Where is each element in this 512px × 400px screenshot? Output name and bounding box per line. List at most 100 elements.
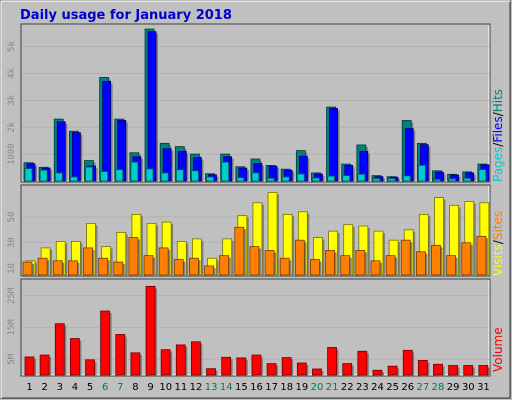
y-tick-label: 4k xyxy=(7,67,17,78)
y-tick-label: 10 xyxy=(7,263,17,274)
bar-sites xyxy=(37,257,48,276)
x-tick-label: 7 xyxy=(117,382,123,393)
bar-sites xyxy=(67,260,78,276)
x-tick-label: 27 xyxy=(417,382,430,393)
bar-pages xyxy=(24,168,33,182)
y-tick-label: 15M xyxy=(7,319,17,336)
bar-volume xyxy=(191,341,201,376)
bar-sites xyxy=(294,239,305,276)
bar-pages xyxy=(266,177,275,182)
x-tick-label: 9 xyxy=(147,382,153,393)
bar-volume xyxy=(251,354,262,376)
x-tick-label: 20 xyxy=(311,382,324,393)
bar-pages xyxy=(69,176,78,182)
side-label-files: Files xyxy=(491,116,505,142)
bar-sites xyxy=(143,255,154,276)
bar-volume xyxy=(417,360,428,376)
x-tick-label: 5 xyxy=(87,382,93,393)
bar-volume xyxy=(433,363,443,376)
bar-pages xyxy=(281,176,290,182)
bar-volume xyxy=(448,365,459,376)
bar-pages xyxy=(85,166,93,182)
side-label-volume: Volume xyxy=(491,327,505,372)
bar-sites xyxy=(325,250,335,276)
y-tick-label: 1000 xyxy=(7,143,17,165)
side-label-pages: Pages xyxy=(491,147,505,182)
x-tick-label: 21 xyxy=(326,382,339,393)
bar-pages xyxy=(327,175,335,182)
bar-volume xyxy=(69,338,80,376)
bar-volume xyxy=(281,357,292,376)
side-label-separator: / xyxy=(491,142,505,147)
bar-pages xyxy=(312,177,320,182)
bar-pages xyxy=(100,171,109,182)
bar-volume xyxy=(24,356,35,376)
x-tick-label: 11 xyxy=(174,382,187,393)
bar-sites xyxy=(22,261,33,276)
bar-sites xyxy=(355,250,366,276)
bar-sites xyxy=(52,260,63,276)
bar-volume xyxy=(115,334,126,376)
bar-pages xyxy=(463,177,472,182)
x-tick-label: 22 xyxy=(341,382,354,393)
bar-volume xyxy=(296,362,307,376)
x-tick-label: 18 xyxy=(280,382,293,393)
x-tick-label: 31 xyxy=(477,382,490,393)
side-label-pages-files-hits: Pages/Files/Hits xyxy=(491,89,505,182)
bar-sites xyxy=(189,257,199,276)
side-label-separator: / xyxy=(491,111,505,116)
bar-pages xyxy=(236,177,245,182)
x-tick-label: 28 xyxy=(432,382,445,393)
bar-sites xyxy=(204,265,214,276)
x-tick-label: 25 xyxy=(386,382,399,393)
bar-pages xyxy=(387,178,396,182)
side-label-volume-text: Volume xyxy=(491,327,505,372)
bar-sites xyxy=(83,247,93,276)
bar-pages xyxy=(130,161,139,182)
bar-pages xyxy=(448,178,457,182)
bar-sites xyxy=(98,257,109,276)
chart-title: Daily usage for January 2018 xyxy=(20,8,232,23)
x-tick-label: 29 xyxy=(447,382,460,393)
bar-pages xyxy=(296,173,305,182)
bar-sites xyxy=(431,244,441,276)
y-tick-label: 50 xyxy=(7,212,17,223)
bar-sites xyxy=(340,255,351,276)
bar-sites xyxy=(310,259,320,276)
bar-pages xyxy=(54,172,63,182)
bar-sites xyxy=(415,251,426,276)
bar-volume xyxy=(387,365,398,376)
x-tick-label: 23 xyxy=(356,382,369,393)
x-tick-label: 26 xyxy=(401,382,414,393)
y-tick-label: 5M xyxy=(7,353,17,364)
bar-sites xyxy=(113,261,124,276)
bar-pages xyxy=(372,178,381,182)
bar-pages xyxy=(357,173,366,182)
bar-volume xyxy=(206,368,216,376)
bar-sites xyxy=(173,259,184,276)
bar-sites xyxy=(446,255,457,276)
x-tick-label: 10 xyxy=(159,382,172,393)
bar-sites xyxy=(249,246,260,276)
y-tick-label: 3k xyxy=(7,94,17,105)
bar-pages xyxy=(478,169,487,182)
bar-pages xyxy=(191,170,199,182)
y-tick-label: 30 xyxy=(7,237,17,248)
bar-volume xyxy=(463,365,474,376)
bar-sites xyxy=(476,235,487,276)
bar-pages xyxy=(206,176,214,182)
bar-sites xyxy=(264,250,275,276)
y-tick-label: 2k xyxy=(7,121,17,132)
bar-sites xyxy=(400,239,411,276)
bar-files xyxy=(71,132,81,182)
bar-volume xyxy=(357,350,368,376)
bar-files xyxy=(329,107,338,182)
x-tick-label: 15 xyxy=(235,382,248,393)
bar-files xyxy=(404,128,414,182)
bar-pages xyxy=(160,172,169,182)
x-tick-label: 6 xyxy=(102,382,108,393)
bar-volume xyxy=(478,365,489,376)
x-tick-label: 14 xyxy=(220,382,233,393)
x-tick-label: 1 xyxy=(26,382,32,393)
x-tick-label: 8 xyxy=(132,382,138,393)
